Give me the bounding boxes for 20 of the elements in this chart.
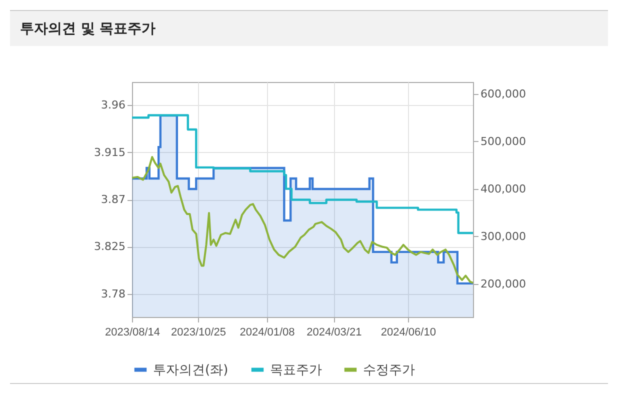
y-tick-label: 3.96	[101, 98, 126, 112]
legend-label: 수정주가	[363, 362, 415, 378]
chart-title: 투자의견 및 목표주가	[20, 21, 156, 37]
y2-tick-label: 300,000	[480, 230, 526, 243]
line-series	[131, 156, 474, 284]
legend-label: 투자의견(좌)	[153, 362, 228, 378]
x-tick-label: 2023/10/25	[170, 326, 226, 338]
y-tick-label: 3.825	[94, 240, 126, 254]
y2-tick-label: 200,000	[480, 277, 526, 290]
x-tick-label: 2024/03/21	[306, 326, 362, 338]
y2-tick-label: 600,000	[480, 87, 526, 100]
y-tick-label: 3.87	[101, 193, 126, 206]
legend-label: 목표주가	[270, 362, 322, 378]
y-tick-label: 3.78	[101, 287, 126, 300]
x-tick-label: 2024/01/08	[240, 326, 295, 338]
x-tick-label: 2024/06/10	[380, 326, 436, 338]
y-tick-label: 3.915	[94, 146, 126, 159]
x-tick-label: 2023/08/14	[104, 326, 160, 338]
y2-tick-label: 500,000	[480, 134, 526, 148]
y2-tick-label: 400,000	[480, 182, 526, 196]
